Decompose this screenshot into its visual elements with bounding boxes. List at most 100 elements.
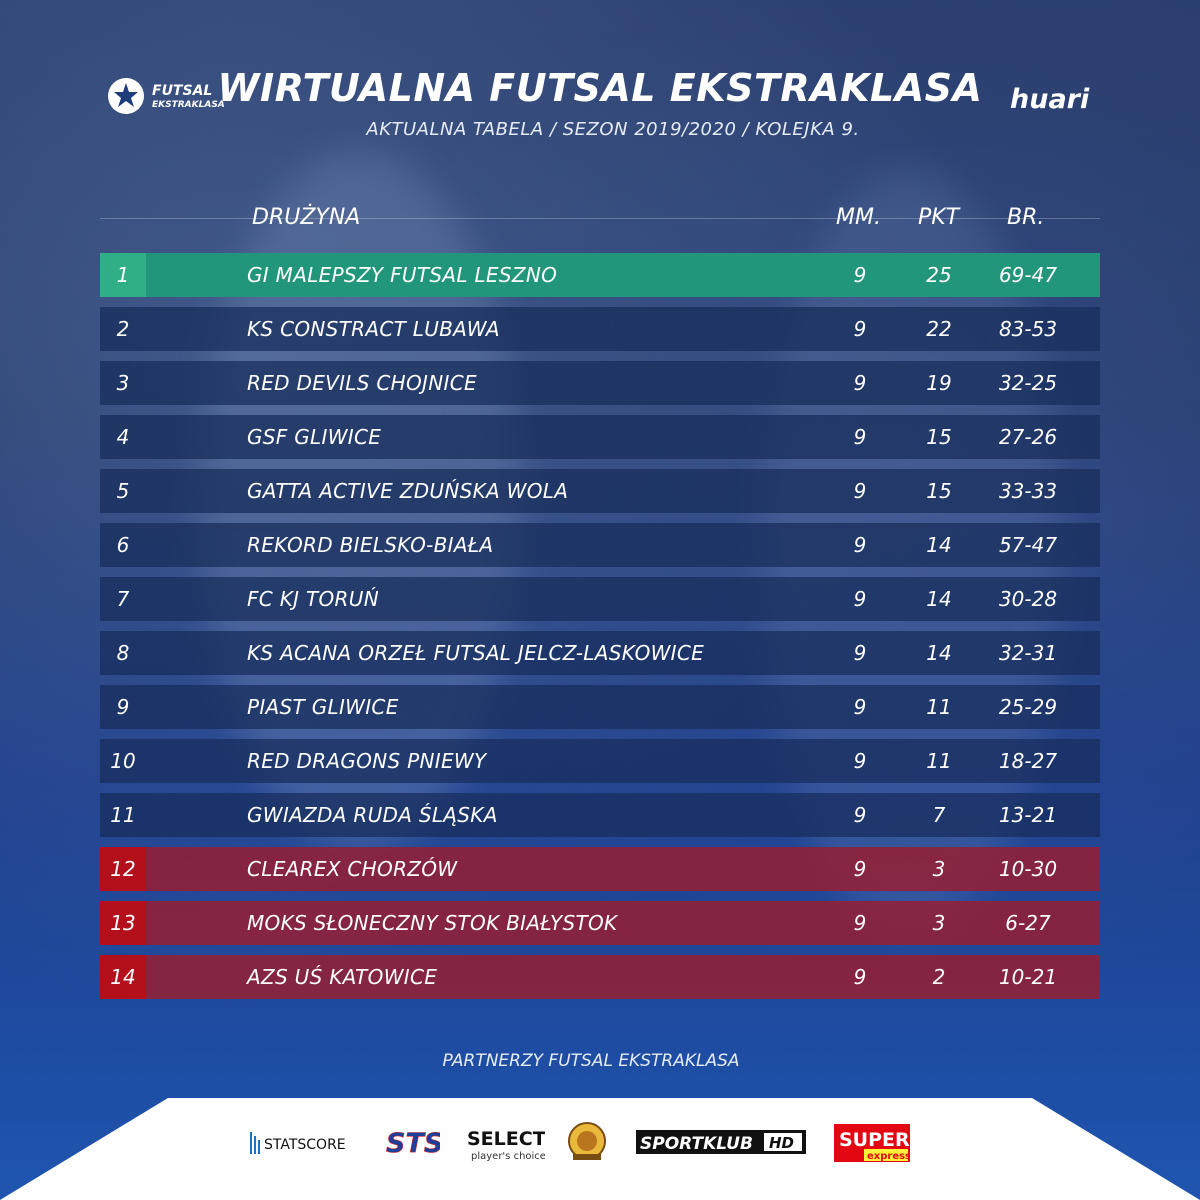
- row-goals: 27-26: [998, 425, 1058, 449]
- row-goals: 30-28: [998, 587, 1058, 611]
- row-points: 7: [932, 803, 946, 827]
- row-team: GWIAZDA RUDA ŚLĄSKA: [247, 803, 498, 827]
- row-goals: 57-47: [998, 533, 1058, 557]
- column-header-mm: MM.: [836, 205, 881, 230]
- sts-logo: STS: [384, 1124, 444, 1162]
- row-team: AZS UŚ KATOWICE: [247, 965, 438, 989]
- row-position: 13: [100, 901, 146, 945]
- row-matches: 9: [853, 641, 867, 665]
- row-matches: 9: [853, 371, 867, 395]
- table-row: 11 GWIAZDA RUDA ŚLĄSKA 9 7 13-21: [100, 793, 1100, 837]
- column-header-br: BR.: [1007, 205, 1045, 230]
- row-goals: 18-27: [998, 749, 1058, 773]
- statscore-logo-text: STATSCORE: [264, 1137, 346, 1153]
- row-points: 11: [926, 695, 952, 719]
- table-row: 10 RED DRAGONS PNIEWY 9 11 18-27: [100, 739, 1100, 783]
- league-logo-bottom-text: EKSTRAKLASA: [152, 100, 224, 110]
- row-points: 15: [926, 425, 952, 449]
- row-team: CLEAREX CHORZÓW: [247, 857, 458, 881]
- table-row: 2 KS CONSTRACT LUBAWA 9 22 83-53: [100, 307, 1100, 351]
- row-matches: 9: [853, 533, 867, 557]
- row-matches: 9: [853, 749, 867, 773]
- sportklub-hd-text: HD: [769, 1134, 794, 1152]
- row-team: PIAST GLIWICE: [247, 695, 399, 719]
- table-row: 4 GSF GLIWICE 9 15 27-26: [100, 415, 1100, 459]
- table-row: 12 CLEAREX CHORZÓW 9 3 10-30: [100, 847, 1100, 891]
- row-position: 3: [116, 371, 130, 395]
- row-goals: 33-33: [998, 479, 1058, 503]
- row-points: 14: [926, 587, 952, 611]
- row-goals: 10-21: [998, 965, 1058, 989]
- row-matches: 9: [853, 263, 867, 287]
- row-matches: 9: [853, 479, 867, 503]
- row-matches: 9: [853, 587, 867, 611]
- sportklub-logo-text: SPORTKLUB: [640, 1134, 753, 1154]
- select-logo-text: SELECT: [467, 1128, 545, 1150]
- row-goals: 69-47: [998, 263, 1058, 287]
- sts-logo-text: STS: [386, 1128, 440, 1158]
- page-subtitle: AKTUALNA TABELA / SEZON 2019/2020 / KOLE…: [366, 119, 860, 140]
- row-team: FC KJ TORUŃ: [247, 587, 379, 611]
- table-row: 13 MOKS SŁONECZNY STOK BIAŁYSTOK 9 3 6-2…: [100, 901, 1100, 945]
- table-row: 9 PIAST GLIWICE 9 11 25-29: [100, 685, 1100, 729]
- row-team: GSF GLIWICE: [247, 425, 382, 449]
- row-matches: 9: [853, 965, 867, 989]
- league-logo: FUTSAL EKSTRAKLASA: [104, 74, 225, 118]
- row-points: 2: [932, 965, 946, 989]
- super-express-bottom-text: express: [867, 1151, 910, 1162]
- row-points: 15: [926, 479, 952, 503]
- table-row: 3 RED DEVILS CHOJNICE 9 19 32-25: [100, 361, 1100, 405]
- row-team: KS CONSTRACT LUBAWA: [247, 317, 500, 341]
- emblem-logo: [567, 1120, 607, 1168]
- row-position: 8: [116, 641, 130, 665]
- row-points: 11: [926, 749, 952, 773]
- table-row: 8 KS ACANA ORZEŁ FUTSAL JELCZ-LASKOWICE …: [100, 631, 1100, 675]
- row-points: 3: [932, 911, 946, 935]
- row-team: REKORD BIELSKO-BIAŁA: [247, 533, 494, 557]
- column-header-team: DRUŻYNA: [252, 205, 361, 230]
- row-points: 14: [926, 641, 952, 665]
- row-points: 19: [926, 371, 952, 395]
- sportklub-logo: SPORTKLUB HD: [636, 1128, 806, 1160]
- row-goals: 32-25: [998, 371, 1058, 395]
- statscore-logo: STATSCORE: [248, 1128, 364, 1162]
- table-row: 6 REKORD BIELSKO-BIAŁA 9 14 57-47: [100, 523, 1100, 567]
- row-team: KS ACANA ORZEŁ FUTSAL JELCZ-LASKOWICE: [247, 641, 705, 665]
- row-points: 22: [926, 317, 952, 341]
- row-points: 25: [926, 263, 952, 287]
- row-position: 5: [116, 479, 130, 503]
- page-title: WIRTUALNA FUTSAL EKSTRAKLASA: [217, 66, 983, 110]
- row-position: 4: [116, 425, 130, 449]
- row-goals: 10-30: [998, 857, 1058, 881]
- row-team: MOKS SŁONECZNY STOK BIAŁYSTOK: [247, 911, 618, 935]
- huari-logo-text: huari: [1010, 84, 1090, 115]
- row-points: 3: [932, 857, 946, 881]
- row-goals: 25-29: [998, 695, 1058, 719]
- row-position: 6: [116, 533, 130, 557]
- row-goals: 32-31: [998, 641, 1058, 665]
- row-matches: 9: [853, 911, 867, 935]
- row-goals: 83-53: [998, 317, 1058, 341]
- select-logo-tagline: player's choice: [471, 1151, 545, 1162]
- row-team: RED DRAGONS PNIEWY: [247, 749, 487, 773]
- super-express-top-text: SUPER: [839, 1129, 910, 1151]
- row-position: 11: [110, 803, 136, 827]
- column-header-pkt: PKT: [918, 205, 960, 230]
- row-position: 2: [116, 317, 130, 341]
- row-matches: 9: [853, 803, 867, 827]
- row-position: 12: [100, 847, 146, 891]
- partners-label: PARTNERZY FUTSAL EKSTRAKLASA: [442, 1051, 740, 1071]
- header-divider: [100, 218, 1100, 219]
- table-row: 7 FC KJ TORUŃ 9 14 30-28: [100, 577, 1100, 621]
- row-matches: 9: [853, 425, 867, 449]
- row-goals: 6-27: [1005, 911, 1051, 935]
- row-position: 9: [116, 695, 130, 719]
- table-row: 5 GATTA ACTIVE ZDUŃSKA WOLA 9 15 33-33: [100, 469, 1100, 513]
- row-matches: 9: [853, 695, 867, 719]
- row-position: 1: [100, 253, 146, 297]
- select-logo: SELECT player's choice: [465, 1124, 546, 1168]
- table-row: 14 AZS UŚ KATOWICE 9 2 10-21: [100, 955, 1100, 999]
- row-team: GI MALEPSZY FUTSAL LESZNO: [247, 263, 558, 287]
- super-express-logo: SUPER express: [834, 1124, 911, 1166]
- row-position: 7: [116, 587, 130, 611]
